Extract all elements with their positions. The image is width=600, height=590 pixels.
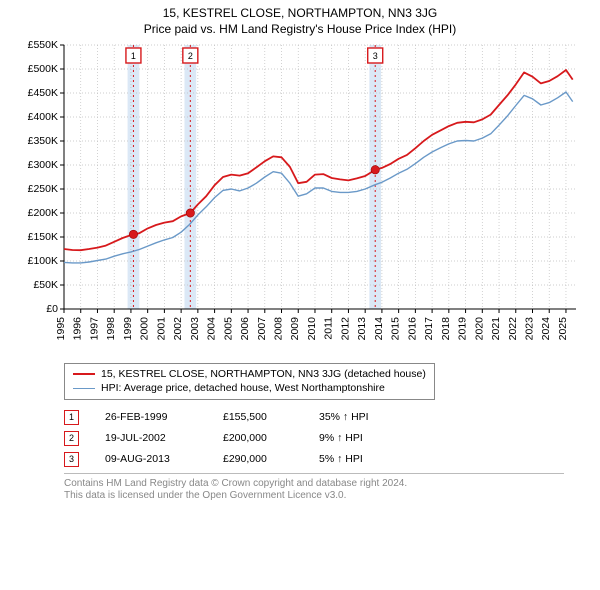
svg-text:2020: 2020 — [473, 317, 485, 341]
svg-text:2005: 2005 — [222, 317, 234, 341]
svg-text:2018: 2018 — [440, 317, 452, 341]
legend-label-property: 15, KESTREL CLOSE, NORTHAMPTON, NN3 3JG … — [101, 367, 426, 381]
svg-text:£100K: £100K — [28, 255, 58, 267]
svg-text:2000: 2000 — [139, 317, 151, 341]
sale-row: 2 19-JUL-2002 £200,000 9% ↑ HPI — [64, 431, 590, 446]
sale-row: 3 09-AUG-2013 £290,000 5% ↑ HPI — [64, 452, 590, 467]
svg-text:£400K: £400K — [28, 111, 58, 123]
svg-text:£250K: £250K — [28, 183, 58, 195]
svg-text:1999: 1999 — [122, 317, 134, 341]
sale-delta: 9% ↑ HPI — [319, 432, 363, 444]
svg-text:2017: 2017 — [423, 317, 435, 341]
sale-price: £290,000 — [223, 453, 293, 465]
footer-line: This data is licensed under the Open Gov… — [64, 490, 564, 503]
svg-text:1: 1 — [131, 51, 136, 61]
svg-text:1995: 1995 — [55, 317, 67, 341]
svg-text:£150K: £150K — [28, 231, 58, 243]
svg-text:2013: 2013 — [356, 317, 368, 341]
svg-text:£200K: £200K — [28, 207, 58, 219]
svg-text:£500K: £500K — [28, 63, 58, 75]
price-chart: £0 £50K £100K £150K £200K £250K £300K £350K £400… — [10, 39, 590, 357]
svg-text:2009: 2009 — [289, 317, 301, 341]
sale-price: £200,000 — [223, 432, 293, 444]
legend-label-hpi: HPI: Average price, detached house, West… — [101, 381, 385, 395]
svg-text:3: 3 — [373, 51, 378, 61]
svg-text:2: 2 — [188, 51, 193, 61]
svg-text:2007: 2007 — [256, 317, 268, 341]
svg-text:2003: 2003 — [189, 317, 201, 341]
svg-text:£450K: £450K — [28, 87, 58, 99]
svg-text:2011: 2011 — [323, 317, 335, 340]
svg-text:2010: 2010 — [306, 317, 318, 341]
sale-marker-icon: 1 — [64, 410, 79, 425]
chart-legend: 15, KESTREL CLOSE, NORTHAMPTON, NN3 3JG … — [64, 363, 435, 399]
sale-date: 19-JUL-2002 — [105, 432, 197, 444]
sale-delta: 35% ↑ HPI — [319, 411, 369, 423]
svg-text:2002: 2002 — [172, 317, 184, 341]
svg-text:2008: 2008 — [273, 317, 285, 341]
sale-marker-icon: 3 — [64, 452, 79, 467]
svg-text:2001: 2001 — [155, 317, 167, 341]
svg-text:2024: 2024 — [540, 317, 552, 341]
svg-text:2014: 2014 — [373, 317, 385, 341]
svg-text:2023: 2023 — [523, 317, 535, 341]
legend-swatch-hpi — [73, 388, 95, 389]
svg-text:1997: 1997 — [88, 317, 100, 341]
svg-text:£50K: £50K — [33, 279, 58, 291]
svg-text:2022: 2022 — [507, 317, 519, 341]
svg-text:2015: 2015 — [390, 317, 402, 341]
svg-text:2019: 2019 — [457, 317, 469, 341]
page-subtitle: Price paid vs. HM Land Registry's House … — [10, 22, 590, 38]
attribution-footer: Contains HM Land Registry data © Crown c… — [64, 473, 564, 503]
svg-text:£350K: £350K — [28, 135, 58, 147]
page-title: 15, KESTREL CLOSE, NORTHAMPTON, NN3 3JG — [10, 6, 590, 22]
sale-date: 09-AUG-2013 — [105, 453, 197, 465]
sale-row: 1 26-FEB-1999 £155,500 35% ↑ HPI — [64, 410, 590, 425]
svg-text:2004: 2004 — [206, 317, 218, 341]
legend-swatch-property — [73, 373, 95, 375]
svg-text:2012: 2012 — [339, 317, 351, 341]
svg-text:£0: £0 — [46, 303, 58, 315]
svg-text:£550K: £550K — [28, 39, 58, 51]
sale-price: £155,500 — [223, 411, 293, 423]
sale-date: 26-FEB-1999 — [105, 411, 197, 423]
sales-table: 1 26-FEB-1999 £155,500 35% ↑ HPI 2 19-JU… — [64, 410, 590, 467]
svg-text:£300K: £300K — [28, 159, 58, 171]
svg-text:2016: 2016 — [406, 317, 418, 341]
svg-text:2021: 2021 — [490, 317, 502, 341]
svg-text:1998: 1998 — [105, 317, 117, 341]
svg-text:2025: 2025 — [557, 317, 569, 341]
sale-marker-icon: 2 — [64, 431, 79, 446]
svg-text:1996: 1996 — [72, 317, 84, 341]
svg-text:2006: 2006 — [239, 317, 251, 341]
footer-line: Contains HM Land Registry data © Crown c… — [64, 478, 564, 491]
sale-delta: 5% ↑ HPI — [319, 453, 363, 465]
